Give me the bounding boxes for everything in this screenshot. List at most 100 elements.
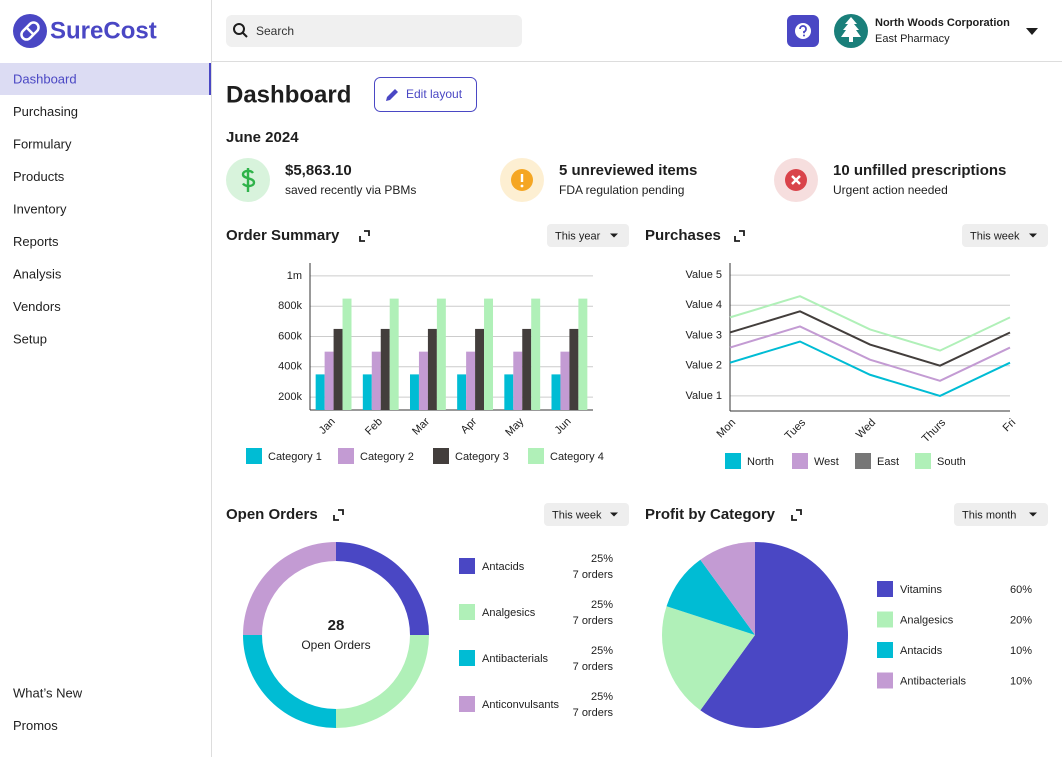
bar: [427, 328, 437, 410]
search-box[interactable]: [226, 15, 522, 47]
legend-swatch: [459, 696, 475, 712]
line-series: [729, 310, 1011, 367]
logo: SureCost: [50, 17, 157, 44]
y-tick-label: 400k: [278, 361, 302, 373]
expand-icon[interactable]: [359, 230, 370, 242]
stat-value: $5,863.10: [285, 162, 352, 179]
bar: [457, 374, 467, 410]
bar: [504, 374, 514, 410]
nav-active-bg: [0, 63, 211, 95]
nav-item[interactable]: Promos: [13, 718, 58, 733]
x-tick-label: Jun: [553, 416, 574, 437]
donut-segment: [336, 542, 429, 635]
legend-label: Antacids: [482, 561, 525, 573]
legend-percent: 10%: [1010, 675, 1032, 687]
range-dropdown[interactable]: [544, 503, 629, 526]
company-name: North Woods Corporation: [875, 17, 1010, 29]
alert-icon: [774, 158, 818, 202]
expand-icon[interactable]: [791, 509, 802, 521]
legend-label: Category 2: [360, 451, 414, 463]
x-tick-label: Tues: [783, 416, 809, 442]
x-tick-label: Fri: [1001, 417, 1019, 435]
legend-swatch: [459, 650, 475, 666]
legend-percent: 25%: [591, 553, 613, 565]
nav-active-marker: [209, 63, 211, 95]
legend-label: Vitamins: [900, 584, 942, 596]
legend-orders: 7 orders: [573, 661, 614, 673]
sidebar: [0, 0, 211, 757]
x-tick-label: May: [503, 415, 527, 439]
donut-segment: [336, 635, 429, 728]
period-label: June 2024: [226, 129, 299, 146]
nav-item[interactable]: Analysis: [13, 266, 62, 281]
nav-item[interactable]: Purchasing: [13, 104, 78, 119]
nav-item[interactable]: What’s New: [13, 685, 83, 700]
range-dropdown[interactable]: [954, 503, 1048, 526]
donut-segment: [243, 542, 336, 635]
bar: [418, 351, 428, 410]
legend-swatch: [433, 448, 449, 464]
donut-total-label: Open Orders: [301, 638, 370, 652]
legend-swatch: [459, 558, 475, 574]
expand-icon[interactable]: [333, 509, 344, 521]
nav-item[interactable]: Dashboard: [13, 71, 77, 86]
nav-item[interactable]: Setup: [13, 331, 47, 346]
legend-percent: 25%: [591, 599, 613, 611]
legend-percent: 10%: [1010, 645, 1032, 657]
nav-item[interactable]: Inventory: [13, 201, 67, 216]
y-tick-label: 600k: [278, 330, 302, 342]
stat-label: FDA regulation pending: [559, 183, 684, 197]
bar: [551, 374, 561, 410]
nav-item[interactable]: Products: [13, 169, 65, 184]
x-tick-label: Jan: [317, 416, 338, 437]
legend-label: Category 3: [455, 451, 509, 463]
x-tick-label: Apr: [459, 415, 480, 436]
y-tick-label: 800k: [278, 300, 302, 312]
dropdown-caret: [610, 233, 618, 238]
nav-item[interactable]: Formulary: [13, 136, 72, 151]
x-tick-label: Thurs: [920, 416, 949, 445]
legend-label: Analgesics: [900, 614, 954, 626]
range-label: This month: [962, 509, 1016, 521]
range-label: This week: [970, 230, 1020, 242]
org-avatar[interactable]: [834, 14, 868, 48]
bar: [436, 298, 446, 410]
dropdown-caret: [1029, 233, 1037, 238]
range-dropdown[interactable]: [547, 224, 629, 247]
legend-orders: 7 orders: [573, 615, 614, 627]
line-series: [729, 295, 1011, 352]
x-tick-label: Feb: [363, 416, 385, 438]
legend-swatch: [246, 448, 262, 464]
help-button[interactable]: [787, 15, 819, 47]
nav-item[interactable]: Reports: [13, 234, 59, 249]
chart-title: Open Orders: [226, 506, 318, 523]
bar: [466, 351, 476, 410]
legend-label: West: [814, 456, 839, 468]
expand-icon[interactable]: [734, 230, 745, 242]
dropdown-caret: [1029, 512, 1037, 517]
stat-label: Urgent action needed: [833, 183, 948, 197]
bar: [409, 374, 419, 410]
nav-item[interactable]: Vendors: [13, 299, 61, 314]
edit-layout-button[interactable]: [374, 77, 477, 112]
pie-slice: [700, 542, 755, 635]
stat-value: 10 unfilled prescriptions: [833, 162, 1006, 179]
chart-title: Profit by Category: [645, 506, 776, 523]
account-menu-caret[interactable]: [1026, 28, 1038, 35]
y-tick-label: 200k: [278, 391, 302, 403]
legend-percent: 25%: [591, 645, 613, 657]
y-tick-label: Value 1: [686, 390, 723, 402]
y-tick-label: Value 3: [686, 329, 723, 341]
legend-label: Antacids: [900, 645, 943, 657]
legend-swatch: [459, 604, 475, 620]
dropdown-caret: [610, 512, 618, 517]
legend-swatch: [338, 448, 354, 464]
search-icon: [233, 23, 248, 38]
bar: [315, 374, 325, 410]
range-label: This year: [555, 230, 601, 242]
bar: [484, 298, 494, 410]
range-label: This week: [552, 509, 602, 521]
range-dropdown[interactable]: [962, 224, 1048, 247]
bar: [324, 351, 334, 410]
